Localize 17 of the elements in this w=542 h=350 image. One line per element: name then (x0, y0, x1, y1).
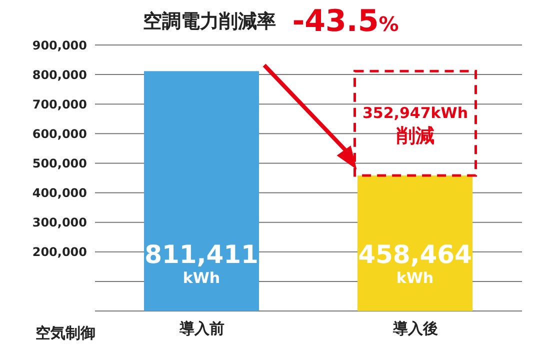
text: 500,000 (32, 156, 87, 170)
chart-title: 空調電力削減率 (143, 10, 276, 32)
text: -43.5% (292, 4, 399, 39)
annotation: 削減 (395, 125, 434, 148)
text: 300,000 (32, 216, 87, 230)
x-tick-label: 導入後 (392, 320, 438, 338)
text: 700,000 (32, 97, 87, 112)
text: 900,000 (32, 38, 87, 52)
x-axis-title: 空気制御 (36, 324, 96, 342)
data-label: 458,464 kWh (358, 240, 472, 287)
text: 400,000 (32, 186, 87, 200)
text: 200,000 (32, 245, 87, 260)
text: 600,000 (32, 126, 87, 141)
x-tick-label: 導入前 (178, 320, 224, 338)
data-label: 811,411 kWh (144, 240, 258, 287)
annotation: 352,947kWh (362, 104, 468, 122)
text: 800,000 (32, 68, 87, 82)
